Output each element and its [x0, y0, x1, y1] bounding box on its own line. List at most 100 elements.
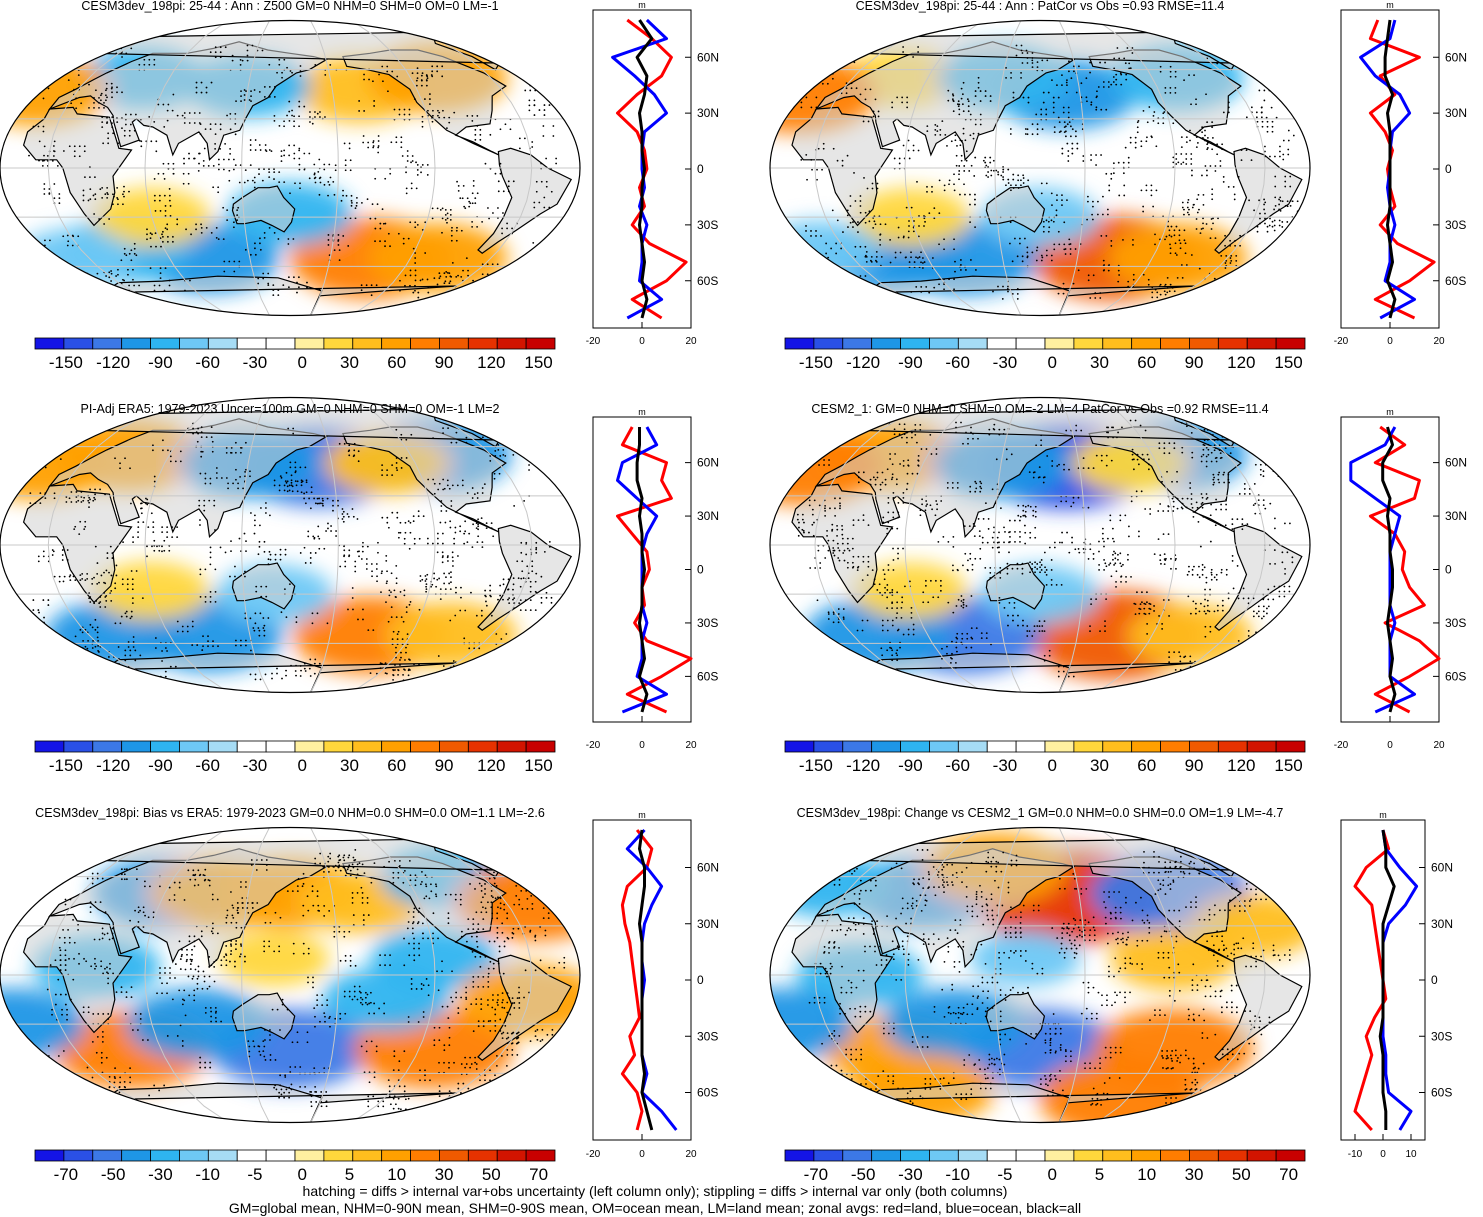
stipple-dot	[161, 545, 163, 548]
stipple-dot	[846, 561, 849, 564]
stipple-dot	[417, 291, 420, 294]
stipple-dot	[1206, 169, 1208, 172]
stipple-dot	[1185, 136, 1188, 139]
stipple-dot	[259, 149, 262, 151]
stipple-dot	[338, 442, 341, 445]
stipple-dot	[849, 275, 852, 277]
stipple-dot	[1209, 625, 1212, 628]
stipple-dot	[1016, 293, 1019, 295]
stipple-dot	[881, 629, 884, 632]
stipple-dot	[998, 433, 1001, 436]
stipple-dot	[883, 573, 886, 576]
colorbar-swatch	[323, 337, 354, 350]
stipple-dot	[1158, 615, 1160, 617]
stipple-dot	[1160, 562, 1162, 565]
stipple-dot	[1204, 165, 1207, 167]
stipple-dot	[153, 539, 156, 542]
stipple-dot	[171, 526, 174, 529]
stipple-dot	[143, 58, 146, 61]
stipple-dot	[1191, 568, 1194, 571]
stipple-dot	[1278, 456, 1281, 458]
stipple-dot	[1007, 182, 1010, 184]
stipple-dot	[1032, 476, 1035, 479]
stipple-dot	[494, 450, 497, 452]
stipple-dot	[851, 566, 854, 569]
stipple-dot	[1012, 619, 1014, 622]
stipple-dot	[1017, 504, 1020, 507]
stipple-dot	[163, 194, 166, 197]
stipple-dot	[1058, 463, 1060, 466]
stipple-dot	[496, 273, 499, 276]
stipple-dot	[938, 278, 940, 281]
stipple-dot	[1201, 496, 1204, 499]
stipple-dot	[891, 527, 894, 530]
stipple-dot	[426, 75, 429, 78]
stipple-dot	[154, 232, 157, 235]
stipple-dot	[1014, 540, 1016, 543]
stipple-dot	[859, 205, 862, 207]
stipple-dot	[501, 232, 503, 235]
stipple-dot	[1207, 443, 1210, 446]
stipple-dot	[1170, 567, 1172, 570]
stipple-dot	[121, 583, 124, 586]
stipple-dot	[796, 513, 799, 516]
stipple-dot	[911, 431, 913, 434]
stipple-dot	[73, 88, 75, 91]
stipple-dot	[1127, 558, 1129, 561]
stipple-dot	[964, 552, 967, 555]
stipple-dot	[140, 502, 142, 505]
stipple-dot	[953, 173, 955, 176]
stipple-dot	[1289, 185, 1292, 188]
stipple-dot	[318, 193, 321, 196]
stipple-dot	[1190, 103, 1192, 106]
stipple-dot	[989, 576, 992, 579]
stipple-dot	[820, 235, 822, 237]
stipple-dot	[426, 573, 429, 576]
stipple-dot	[1057, 116, 1060, 119]
stipple-dot	[436, 283, 439, 286]
stipple-dot	[286, 114, 288, 117]
stipple-dot	[459, 525, 462, 528]
stipple-dot	[63, 63, 66, 65]
stipple-dot	[1094, 292, 1097, 294]
stipple-dot	[329, 64, 332, 66]
stipple-dot	[58, 197, 61, 200]
stipple-dot	[538, 47, 541, 49]
stipple-dot	[822, 266, 825, 269]
stipple-dot	[1036, 123, 1039, 126]
stipple-dot	[278, 63, 281, 66]
stipple-dot	[88, 597, 91, 600]
stipple-dot	[545, 185, 548, 188]
stipple-dot	[1074, 248, 1077, 250]
stipple-dot	[1272, 77, 1275, 79]
stipple-dot	[305, 481, 308, 484]
stipple-dot	[882, 521, 885, 524]
stipple-dot	[1178, 229, 1181, 232]
map-panel-3	[0, 396, 581, 694]
stipple-dot	[838, 549, 841, 552]
stipple-dot	[174, 460, 177, 463]
stipple-dot	[155, 150, 158, 153]
stipple-dot	[507, 578, 510, 581]
stipple-dot	[1105, 235, 1108, 237]
stipple-dot	[1261, 53, 1264, 56]
stipple-dot	[314, 502, 317, 505]
stipple-dot	[1206, 604, 1209, 607]
stipple-dot	[158, 549, 161, 552]
stipple-dot	[969, 113, 972, 116]
stipple-dot	[316, 612, 319, 615]
stipple-dot	[929, 504, 932, 507]
stipple-dot	[900, 606, 903, 609]
stipple-dot	[120, 42, 123, 45]
stipple-dot	[110, 87, 113, 90]
stipple-dot	[1117, 280, 1120, 283]
stipple-dot	[273, 231, 276, 234]
stipple-dot	[1216, 62, 1219, 65]
panel-title: CESM2_1: GM=0 NHM=0 SHM=0 OM=-2 LM=4 Pat…	[811, 402, 1268, 416]
stipple-dot	[842, 616, 845, 619]
stipple-dot	[1111, 527, 1114, 530]
stipple-dot	[978, 535, 981, 538]
stipple-dot	[441, 551, 444, 554]
stipple-dot	[263, 231, 266, 234]
colorbar-swatch	[179, 337, 209, 350]
